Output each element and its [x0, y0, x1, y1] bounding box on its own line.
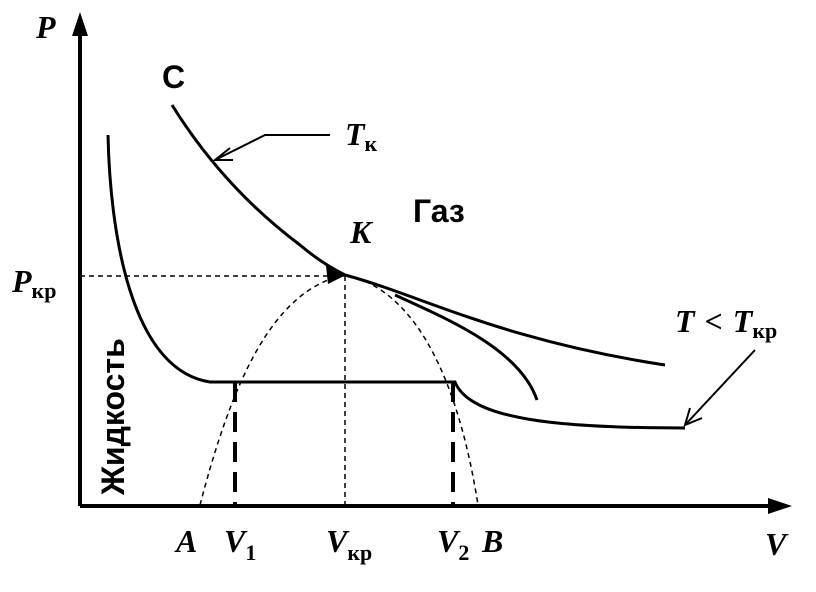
label-liquid: Жидкость — [95, 338, 131, 496]
label-v2: V2 — [437, 523, 469, 565]
t-pointer — [684, 349, 756, 426]
axes — [72, 12, 792, 514]
y-arrow — [72, 12, 88, 36]
y-axis-label: P — [35, 9, 56, 45]
sub: 2 — [458, 540, 469, 565]
label-vkr: Vкр — [326, 523, 372, 565]
base: V — [224, 523, 248, 559]
k-arrow — [326, 266, 346, 284]
t-arrowhead — [683, 407, 703, 427]
label-k: K — [349, 214, 374, 250]
low-isotherm — [106, 134, 686, 430]
sub: кр — [752, 318, 777, 343]
tk-pointer — [214, 134, 330, 161]
x-arrow — [768, 498, 792, 514]
sub: кр — [347, 540, 372, 565]
left: T — [675, 303, 696, 339]
tk-arrowhead — [212, 147, 233, 161]
label-a: A — [174, 523, 197, 559]
base: V — [326, 523, 350, 559]
label-gas: Газ — [413, 193, 465, 229]
label-b: B — [481, 523, 503, 559]
isotherm-branch — [394, 293, 539, 401]
op: < — [705, 303, 723, 339]
label-pkr: Pкр — [11, 263, 56, 303]
label-t-lt: T < Tкр — [675, 303, 777, 343]
x-axis-label: V — [765, 526, 789, 562]
label-c: C — [162, 59, 185, 95]
label-tk: Tк — [345, 116, 378, 156]
base: P — [11, 263, 32, 299]
sub: кр — [32, 278, 57, 303]
label-v1: V1 — [224, 523, 256, 565]
sub: 1 — [245, 540, 256, 565]
saturation-dome — [199, 274, 479, 506]
base: T — [345, 116, 366, 152]
base: V — [437, 523, 461, 559]
sub: к — [365, 131, 378, 156]
base: T — [733, 303, 754, 339]
